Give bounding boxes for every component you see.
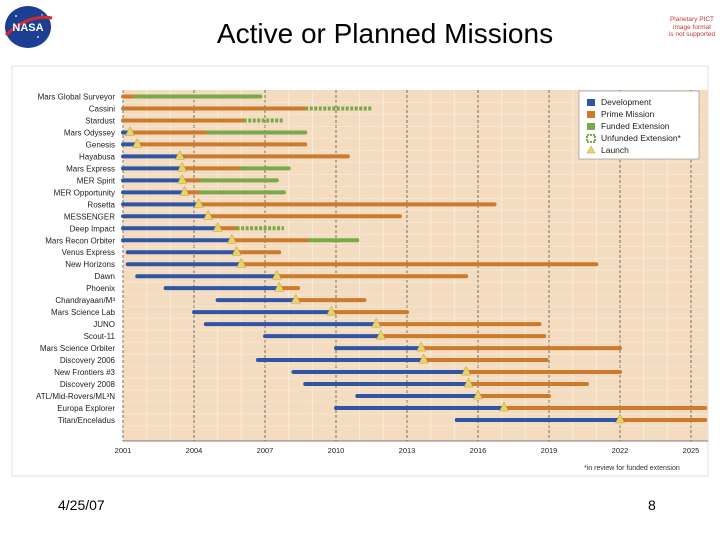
- mission-label: Dawn: [95, 272, 115, 281]
- legend-swatch-development: [587, 99, 595, 106]
- launch-marker: [463, 377, 474, 388]
- mission-label: Rosetta: [87, 200, 115, 209]
- launch-marker: [212, 221, 223, 232]
- launch-marker: [461, 365, 472, 376]
- mission-label: Genesis: [86, 140, 115, 149]
- mission-label: MER Spirit: [77, 176, 116, 185]
- x-axis-ticks: 2001 2004 2007 2010 2013 2016 2019 2022 2025: [115, 446, 700, 455]
- x-tick-label: 2010: [328, 446, 345, 455]
- launch-marker: [290, 293, 301, 304]
- note-line-3: is not supported: [668, 31, 716, 38]
- nasa-logo: NASA: [4, 6, 53, 48]
- launch-marker: [274, 281, 285, 292]
- launch-marker: [193, 197, 204, 208]
- mission-label: Scout-11: [84, 332, 116, 341]
- legend-label: Unfunded Extension*: [601, 133, 682, 143]
- mission-label: Mars Global Surveyor: [38, 93, 116, 102]
- unsupported-image-note: Planetary PICT image format is not suppo…: [664, 16, 720, 39]
- mission-label: MER Opportunity: [54, 188, 115, 197]
- mission-label: Mars Odyssey: [64, 128, 115, 137]
- x-tick-label: 2007: [257, 446, 274, 455]
- x-tick-label: 2025: [683, 446, 700, 455]
- mission-label: Hayabusa: [79, 152, 116, 161]
- launch-marker: [177, 161, 188, 172]
- launch-marker: [174, 149, 185, 160]
- mission-label: Titan/Enceladus: [58, 416, 115, 425]
- mission-label: Chandrayaan/M³: [55, 296, 115, 305]
- legend-swatch-funded-extension: [587, 123, 595, 130]
- mission-label: New Horizons: [65, 260, 115, 269]
- launch-marker: [615, 413, 625, 424]
- x-tick-label: 2019: [541, 446, 558, 455]
- x-tick-label: 2013: [399, 446, 416, 455]
- mission-label: Deep Impact: [70, 224, 116, 233]
- mission-label: Phoenix: [86, 284, 115, 293]
- mission-label: Mars Science Lab: [51, 308, 116, 317]
- legend-swatch-prime-mission: [587, 111, 595, 118]
- launch-marker: [132, 137, 143, 148]
- launch-marker: [376, 329, 386, 340]
- legend-label: Launch: [601, 145, 629, 155]
- bars-layer: [121, 94, 708, 424]
- x-tick-label: 2001: [115, 446, 132, 455]
- slide-page-number: 8: [648, 497, 656, 513]
- launch-marker: [125, 125, 136, 136]
- mission-label: Venus Express: [62, 248, 115, 257]
- mission-label: Discovery 2008: [60, 380, 116, 389]
- legend-box: [578, 90, 700, 160]
- legend: Development Prime Mission Funded Extension…: [578, 90, 700, 160]
- legend-label: Prime Mission: [601, 109, 655, 119]
- x-tick-label: 2016: [470, 446, 487, 455]
- launch-marker: [326, 305, 337, 316]
- legend-swatch-launch: [586, 145, 596, 154]
- mission-label: Stardust: [85, 116, 116, 125]
- launch-marker: [177, 173, 188, 184]
- note-line-1: Planetary PICT: [669, 16, 715, 23]
- mission-label: Cassini: [89, 104, 115, 113]
- note-line-2: image format: [673, 23, 711, 31]
- logo-text: NASA: [12, 22, 43, 34]
- mission-label: JUNO: [93, 320, 115, 329]
- mission-label: Mars Science Orbiter: [40, 344, 115, 353]
- mission-label: Mars Recon Orbiter: [45, 236, 115, 245]
- mission-label: ATL/Mid-Rovers/ML³N: [36, 392, 115, 401]
- launch-marker: [418, 353, 429, 364]
- launch-marker: [236, 257, 247, 268]
- legend-label: Development: [601, 97, 652, 107]
- mission-label: Europa Explorer: [57, 404, 115, 413]
- launch-marker: [203, 209, 214, 220]
- slide-date: 4/25/07: [58, 497, 105, 513]
- mission-label: MESSENGER: [64, 212, 115, 221]
- chart-footnote: *in review for funded extension: [584, 465, 680, 472]
- mission-label: Mars Express: [66, 164, 115, 173]
- x-tick-label: 2022: [612, 446, 629, 455]
- x-tick-label: 2004: [186, 446, 203, 455]
- launch-marker: [416, 341, 427, 352]
- launch-marker: [371, 317, 382, 328]
- slide-title: Active or Planned Missions: [216, 18, 554, 49]
- mission-labels: Mars Global Surveyor Cassini Stardust Mars …: [36, 93, 116, 425]
- legend-swatch-unfunded: [586, 134, 596, 143]
- launch-marker: [499, 401, 509, 412]
- launch-marker: [271, 269, 282, 280]
- mission-label: Discovery 2006: [60, 356, 116, 365]
- launch-marker: [179, 185, 190, 196]
- launch-marker: [231, 245, 242, 256]
- mission-label: New Frontiers #3: [54, 368, 115, 377]
- legend-label: Funded Extension: [601, 121, 670, 131]
- launch-marker: [226, 233, 237, 244]
- launch-marker: [473, 389, 483, 400]
